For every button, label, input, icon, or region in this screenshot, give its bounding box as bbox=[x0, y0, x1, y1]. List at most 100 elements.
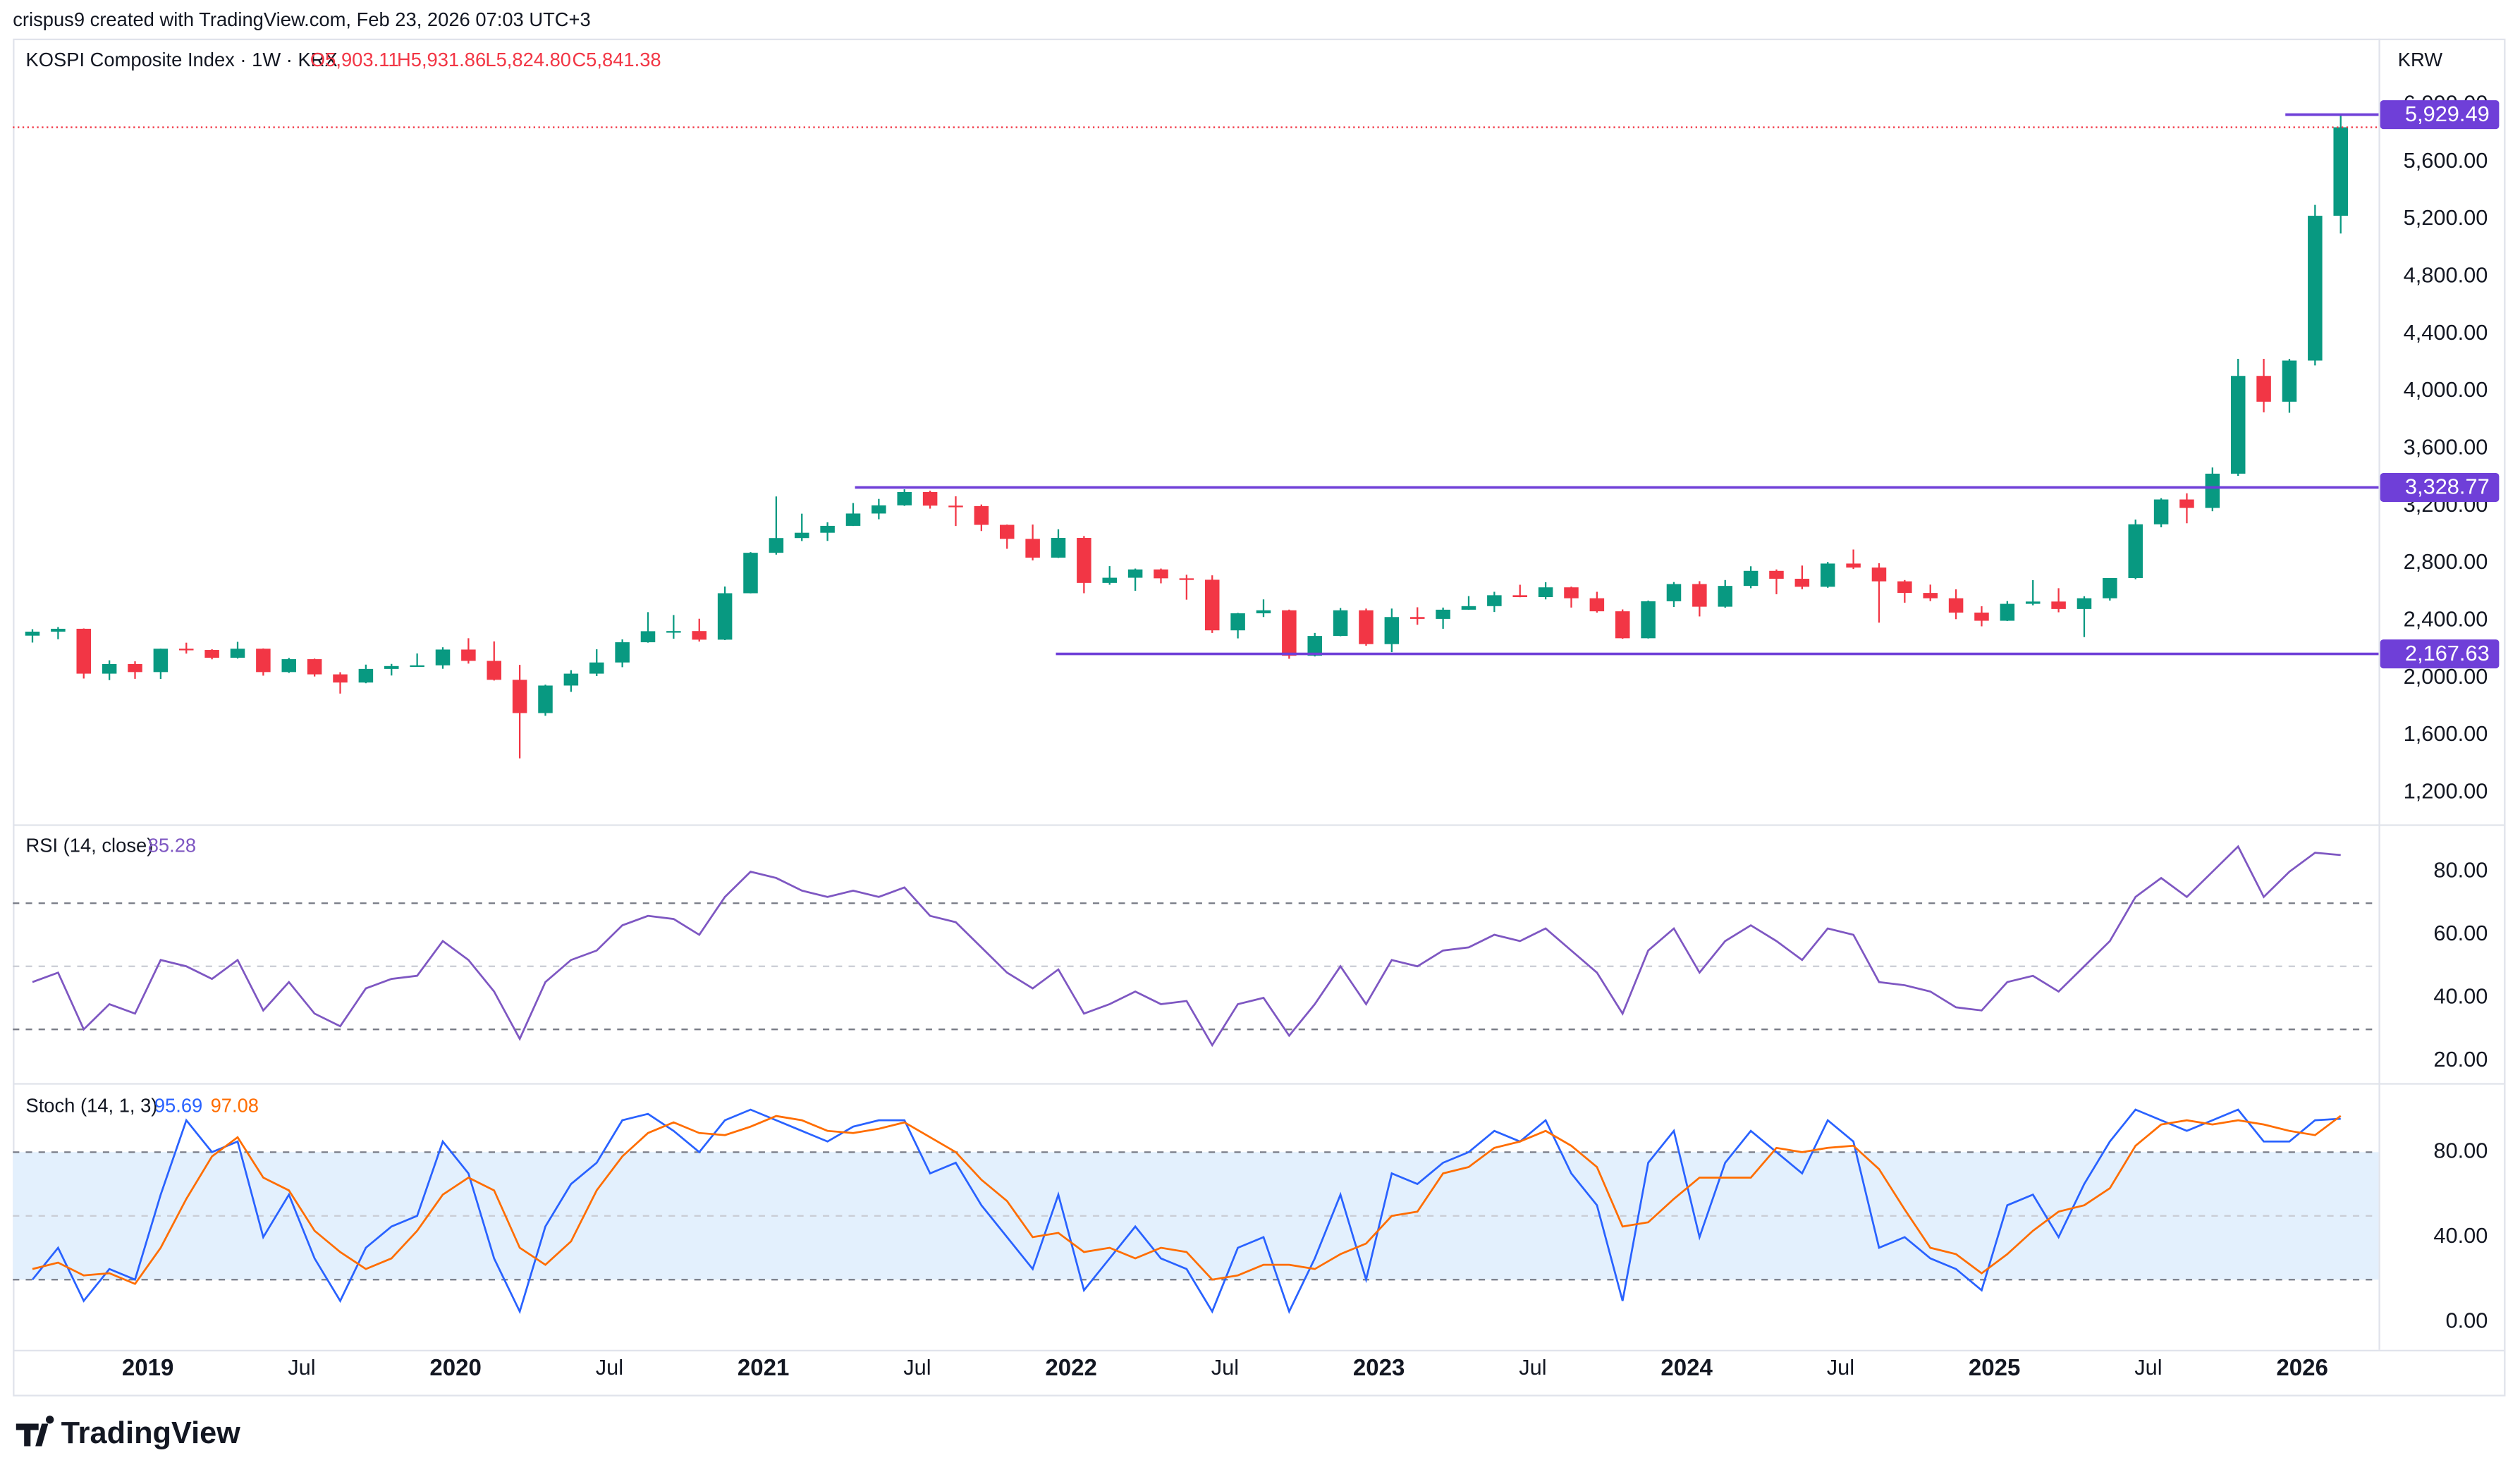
candle-body bbox=[948, 505, 963, 508]
y-tick-label: 60.00 bbox=[2433, 921, 2488, 945]
candle-body bbox=[615, 642, 630, 663]
candle-body bbox=[358, 668, 374, 683]
candle-body bbox=[871, 505, 886, 514]
candle-body bbox=[179, 649, 194, 651]
candle-body bbox=[922, 491, 938, 506]
candle-body bbox=[1333, 610, 1348, 637]
candle-body bbox=[1538, 587, 1553, 597]
x-tick-label: 2020 bbox=[429, 1355, 482, 1381]
candle-body bbox=[204, 650, 219, 658]
candle-body bbox=[2153, 499, 2169, 524]
candle-body bbox=[51, 628, 66, 632]
candle-body bbox=[2308, 216, 2323, 361]
y-tick-label: 1,200.00 bbox=[2404, 778, 2488, 803]
x-tick-label: Jul bbox=[1519, 1355, 1546, 1380]
candle-body bbox=[1307, 636, 1322, 656]
candle-body bbox=[820, 525, 835, 533]
candle-body bbox=[589, 662, 604, 674]
candle-body bbox=[128, 663, 142, 673]
plot: 1,200.001,600.002,000.002,400.002,800.00… bbox=[13, 90, 2500, 1381]
candle-body bbox=[1461, 606, 1476, 610]
y-tick-label: 80.00 bbox=[2433, 1138, 2488, 1162]
candle-body bbox=[410, 665, 424, 668]
candle-body bbox=[2025, 601, 2041, 604]
indicator-line bbox=[31, 1108, 2341, 1315]
indicator-line bbox=[32, 845, 2341, 1048]
candle-body bbox=[1615, 611, 1630, 639]
currency: KRW bbox=[2398, 49, 2442, 70]
y-tick-label: 4,800.00 bbox=[2404, 262, 2488, 287]
y-tick-label: 1,600.00 bbox=[2404, 721, 2488, 746]
candle-body bbox=[1512, 595, 1527, 597]
candle-body bbox=[230, 649, 245, 658]
candle-body bbox=[1897, 581, 1912, 594]
candle-body bbox=[1718, 586, 1732, 607]
candle-body bbox=[2256, 376, 2271, 402]
y-tick-label: 0.00 bbox=[2446, 1308, 2488, 1333]
frame bbox=[13, 38, 2506, 1397]
candle-body bbox=[76, 628, 92, 674]
price-badge bbox=[2380, 472, 2500, 502]
y-tick-label: 5,600.00 bbox=[2404, 148, 2488, 173]
rsi-value: 85.28 bbox=[148, 834, 196, 856]
y-tick-label: 80.00 bbox=[2433, 858, 2488, 883]
x-tick-label: 2025 bbox=[1969, 1355, 2021, 1381]
y-tick-label: 4,000.00 bbox=[2404, 377, 2488, 402]
x-tick-label: 2023 bbox=[1353, 1355, 1405, 1381]
x-tick-label: 2022 bbox=[1045, 1355, 1097, 1381]
candle-body bbox=[2128, 524, 2143, 578]
candle-body bbox=[1564, 587, 1579, 599]
candle-body bbox=[1487, 595, 1502, 606]
candle-body bbox=[2000, 603, 2015, 621]
candle-body bbox=[1051, 538, 1066, 558]
candle-body bbox=[1282, 610, 1297, 656]
candle-body bbox=[333, 674, 348, 683]
candle-body bbox=[717, 593, 733, 640]
candle-body bbox=[1846, 563, 1861, 568]
price-badge-label: 3,328.77 bbox=[2405, 474, 2490, 499]
candle-body bbox=[384, 665, 399, 669]
candle-body bbox=[640, 631, 656, 643]
candle-body bbox=[897, 491, 912, 505]
indicator-line bbox=[32, 1115, 2342, 1285]
candle-body bbox=[2282, 360, 2297, 402]
y-tick-label: 20.00 bbox=[2433, 1047, 2488, 1072]
candle-body bbox=[1025, 539, 1040, 558]
candle-body bbox=[2230, 376, 2246, 474]
brand: TradingView bbox=[61, 1416, 241, 1450]
x-tick-label: Jul bbox=[596, 1355, 623, 1380]
y-tick-label: 5,200.00 bbox=[2404, 205, 2488, 230]
candle-body bbox=[2179, 499, 2194, 508]
candle-body bbox=[692, 631, 707, 640]
ohlc-low: L5,824.80 bbox=[485, 49, 571, 70]
price-badge bbox=[2380, 100, 2500, 130]
x-tick-label: Jul bbox=[1827, 1355, 1854, 1380]
candle-body bbox=[1127, 569, 1143, 578]
candle-body bbox=[1923, 593, 1938, 599]
candle-body bbox=[1179, 578, 1194, 580]
x-tick-label: Jul bbox=[2134, 1355, 2162, 1380]
x-tick-label: Jul bbox=[288, 1355, 315, 1380]
candle-body bbox=[2051, 601, 2066, 609]
candle-body bbox=[102, 663, 117, 674]
candle-body bbox=[1820, 563, 1835, 587]
x-tick-label: Jul bbox=[1211, 1355, 1239, 1380]
candle-body bbox=[25, 632, 40, 636]
candle-body bbox=[1769, 570, 1784, 579]
candle-body bbox=[1871, 567, 1887, 582]
candle-body bbox=[1641, 601, 1656, 639]
candle-body bbox=[743, 553, 758, 594]
y-tick-label: 3,600.00 bbox=[2404, 434, 2488, 459]
candle-body bbox=[999, 524, 1015, 539]
ohlc-high: H5,931.86 bbox=[397, 49, 486, 70]
candle-body bbox=[974, 505, 989, 525]
rsi-title: RSI (14, close) bbox=[25, 834, 153, 856]
candle-body bbox=[1589, 598, 1605, 612]
candle-body bbox=[487, 661, 502, 680]
candle-body bbox=[2205, 473, 2220, 508]
candle-body bbox=[2103, 577, 2117, 599]
candle-body bbox=[281, 659, 297, 673]
candle-body bbox=[1974, 612, 1989, 621]
